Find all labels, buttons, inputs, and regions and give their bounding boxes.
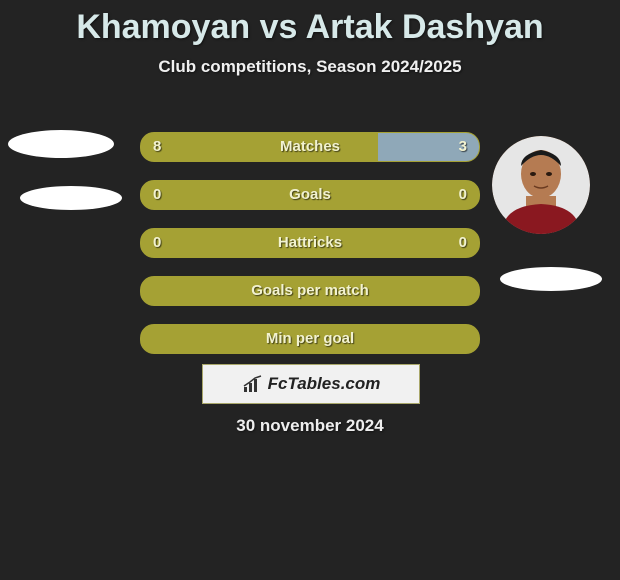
player-left-ellipse-2 (20, 186, 122, 210)
page-root: Khamoyan vs Artak Dashyan Club competiti… (0, 8, 620, 580)
stat-bar-value-right: 0 (459, 181, 467, 209)
stat-bar-label: Goals per match (141, 277, 479, 305)
comparison-bars: Matches83Goals00Hattricks00Goals per mat… (140, 132, 480, 372)
stat-bar-label: Goals (141, 181, 479, 209)
site-logo-text: FcTables.com (268, 374, 381, 394)
stat-bar-value-left: 0 (153, 229, 161, 257)
player-right-ellipse (500, 267, 602, 291)
stat-bar: Min per goal (140, 324, 480, 354)
stat-bar-value-left: 0 (153, 181, 161, 209)
stat-bar-label: Matches (141, 133, 479, 161)
stat-bar-label: Hattricks (141, 229, 479, 257)
page-title: Khamoyan vs Artak Dashyan (0, 8, 620, 47)
page-subtitle: Club competitions, Season 2024/2025 (0, 57, 620, 77)
stat-bar: Goals per match (140, 276, 480, 306)
stat-bar-value-left: 8 (153, 133, 161, 161)
snapshot-date: 30 november 2024 (0, 416, 620, 436)
stat-bar-value-right: 0 (459, 229, 467, 257)
stat-bar-label: Min per goal (141, 325, 479, 353)
stat-bar: Hattricks0 0 (140, 228, 480, 258)
player-right-avatar (492, 136, 590, 234)
player-left-ellipse-1 (8, 130, 114, 158)
stat-bar: Matches8 3 (140, 132, 480, 162)
stat-bar-value-right: 3 (459, 133, 467, 161)
stat-bar: Goals0 0 (140, 180, 480, 210)
site-logo-box: FcTables.com (202, 364, 420, 404)
